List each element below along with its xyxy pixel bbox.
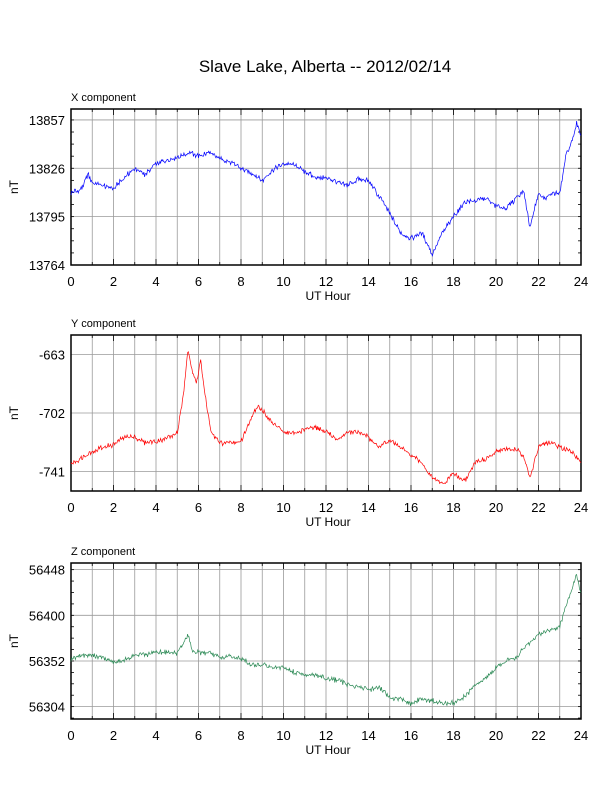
- x-tick-label: 6: [195, 274, 202, 289]
- x-tick-label: 0: [67, 728, 74, 743]
- x-axis-title: UT Hour: [305, 515, 350, 529]
- y-tick-label: 56448: [29, 563, 65, 578]
- x-tick-label: 6: [195, 728, 202, 743]
- x-tick-label: 20: [489, 500, 503, 515]
- y-axis-title: nT: [7, 179, 21, 194]
- y-tick-label: 13826: [29, 161, 65, 176]
- y-tick-label: 56352: [29, 654, 65, 669]
- x-tick-label: 16: [404, 274, 418, 289]
- y-tick-label: -702: [39, 406, 65, 421]
- x-tick-label: 4: [152, 274, 159, 289]
- page-title: Slave Lake, Alberta -- 2012/02/14: [198, 57, 452, 76]
- x-tick-label: 14: [361, 500, 375, 515]
- x-tick-label: 18: [446, 274, 460, 289]
- series-line: [70, 120, 582, 257]
- y-tick-label: 13795: [29, 210, 65, 225]
- x-tick-label: 2: [110, 500, 117, 515]
- x-tick-label: 22: [531, 500, 545, 515]
- y-tick-label: 56400: [29, 608, 65, 623]
- panel-title: X component: [71, 92, 136, 104]
- y-tick-label: 13857: [29, 113, 65, 128]
- x-tick-label: 20: [489, 728, 503, 743]
- x-tick-label: 2: [110, 274, 117, 289]
- x-tick-label: 4: [152, 500, 159, 515]
- x-axis-title: UT Hour: [305, 743, 350, 757]
- plot-frame: [70, 334, 582, 492]
- x-tick-label: 14: [361, 274, 375, 289]
- x-tick-label: 12: [319, 728, 333, 743]
- y-tick-label: -741: [39, 465, 65, 480]
- x-tick-label: 10: [276, 500, 290, 515]
- x-axis-title: UT Hour: [305, 289, 350, 303]
- x-tick-label: 2: [110, 728, 117, 743]
- y-tick-label: 56304: [29, 700, 65, 715]
- x-tick-label: 10: [276, 274, 290, 289]
- x-tick-label: 22: [531, 274, 545, 289]
- x-tick-label: 12: [319, 274, 333, 289]
- x-tick-label: 12: [319, 500, 333, 515]
- x-tick-label: 8: [237, 500, 244, 515]
- y-tick-label: -663: [39, 348, 65, 363]
- x-tick-label: 20: [489, 274, 503, 289]
- x-tick-label: 24: [574, 500, 588, 515]
- y-tick-label: 13764: [29, 258, 65, 273]
- y-axis-title: nT: [7, 633, 21, 648]
- x-tick-label: 0: [67, 274, 74, 289]
- x-tick-label: 18: [446, 728, 460, 743]
- series-line: [70, 351, 582, 485]
- x-tick-label: 10: [276, 728, 290, 743]
- x-tick-label: 24: [574, 728, 588, 743]
- x-tick-label: 4: [152, 728, 159, 743]
- x-tick-label: 14: [361, 728, 375, 743]
- x-tick-label: 8: [237, 274, 244, 289]
- x-tick-label: 6: [195, 500, 202, 515]
- panel-title: Z component: [71, 546, 135, 558]
- x-tick-label: 18: [446, 500, 460, 515]
- x-tick-label: 24: [574, 274, 588, 289]
- x-tick-label: 8: [237, 728, 244, 743]
- x-tick-label: 0: [67, 500, 74, 515]
- x-tick-label: 16: [404, 728, 418, 743]
- y-axis-title: nT: [7, 405, 21, 420]
- x-tick-label: 16: [404, 500, 418, 515]
- plot-frame: [70, 108, 582, 266]
- panel-title: Y component: [71, 318, 136, 330]
- plot-frame: [70, 562, 582, 720]
- x-tick-label: 22: [531, 728, 545, 743]
- series-line: [70, 573, 582, 707]
